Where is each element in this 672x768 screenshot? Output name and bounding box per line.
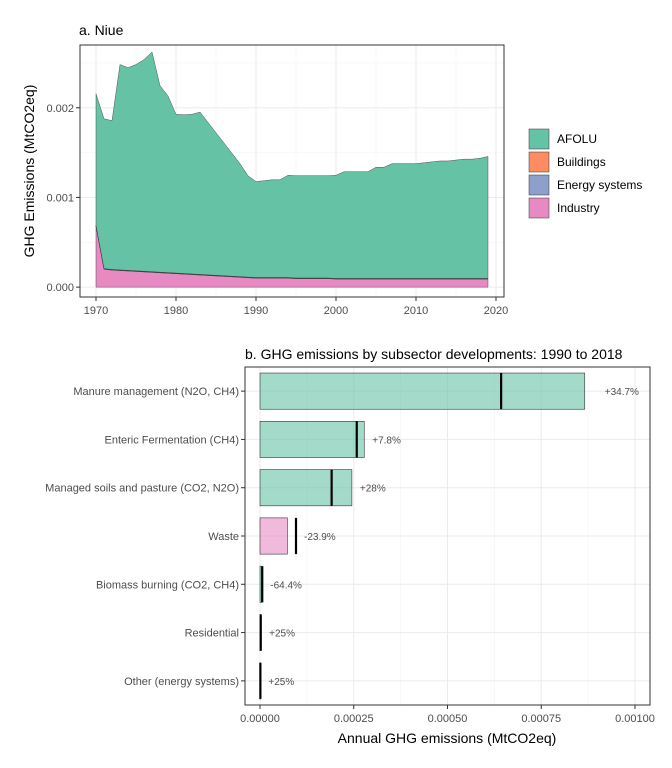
legend-label: AFOLU <box>557 132 597 146</box>
bar-2018 <box>259 517 288 555</box>
bar-2018 <box>259 469 353 507</box>
area-afolu <box>95 51 489 279</box>
panel-a-frame <box>79 44 505 298</box>
change-label: +25% <box>268 677 294 688</box>
category-label: Enteric Fermentation (CH4) <box>105 434 240 446</box>
legend-label: Energy systems <box>557 178 642 192</box>
panel-b: b. GHG emissions by subsector developmen… <box>45 346 655 746</box>
panel-b-x-axis: 0.00000 0.00025 0.00050 0.00075 0.00100 <box>240 705 655 725</box>
bar-2018 <box>259 372 586 410</box>
panel-a-areas <box>95 51 489 288</box>
panel-b-bars: +34.7% +7.8% +28% -23.9% -64.4% +25% +25% <box>259 372 639 700</box>
category-label: Manure management (N2O, CH4) <box>73 386 239 398</box>
x-tick-label: 0.00000 <box>240 713 280 725</box>
panel-a-title: a. Niue <box>79 22 124 38</box>
panel-b-title: b. GHG emissions by subsector developmen… <box>245 346 623 362</box>
x-tick-label: 1970 <box>84 305 108 317</box>
panel-a: a. Niue 1970 1980 1990 2000 2010 2020 0.0000.… <box>21 22 642 317</box>
change-label: -64.4% <box>270 580 302 591</box>
x-tick-label: 0.00025 <box>334 713 374 725</box>
legend-label: Industry <box>557 201 600 215</box>
change-label: +28% <box>360 484 386 495</box>
legend-key-afolu <box>528 128 550 150</box>
y-tick-label: 0.002 <box>46 103 74 115</box>
x-tick-label: 0.00075 <box>521 713 561 725</box>
category-label: Managed soils and pasture (CO2, N2O) <box>45 483 239 495</box>
change-label: +7.8% <box>372 435 401 446</box>
legend-key-energy-systems <box>528 174 550 196</box>
category-label: Residential <box>185 628 239 640</box>
legend-key-buildings <box>528 151 550 173</box>
x-tick-label: 1980 <box>164 305 188 317</box>
category-label: Waste <box>208 531 239 543</box>
panel-a-x-axis: 1970 1980 1990 2000 2010 2020 <box>84 297 508 317</box>
x-tick-label: 2010 <box>404 305 428 317</box>
x-tick-label: 2020 <box>484 305 508 317</box>
y-tick-label: 0.000 <box>46 282 74 294</box>
change-label: +25% <box>269 629 295 640</box>
x-tick-label: 2000 <box>324 305 348 317</box>
legend-label: Buildings <box>557 155 606 169</box>
panel-a-y-axis: 0.000 0.001 0.002 <box>46 103 80 294</box>
change-label: +34.7% <box>605 387 639 398</box>
change-label: -23.9% <box>304 532 336 543</box>
legend-key-industry <box>528 197 550 219</box>
x-tick-label: 0.00100 <box>615 713 655 725</box>
bar-2018 <box>259 421 365 458</box>
x-tick-label: 0.00050 <box>428 713 468 725</box>
panel-a-y-axis-title: GHG Emissions (MtCO2eq) <box>21 85 37 258</box>
y-tick-label: 0.001 <box>46 192 74 204</box>
panel-a-legend: AFOLU Buildings Energy systems Industry <box>528 128 642 219</box>
category-label: Biomass burning (CO2, CH4) <box>96 579 239 591</box>
panel-b-y-axis: Manure management (N2O, CH4) Enteric Ferm… <box>45 386 245 688</box>
x-tick-label: 1990 <box>244 305 268 317</box>
panel-b-x-axis-title: Annual GHG emissions (MtCO2eq) <box>338 730 557 746</box>
category-label: Other (energy systems) <box>124 676 239 688</box>
